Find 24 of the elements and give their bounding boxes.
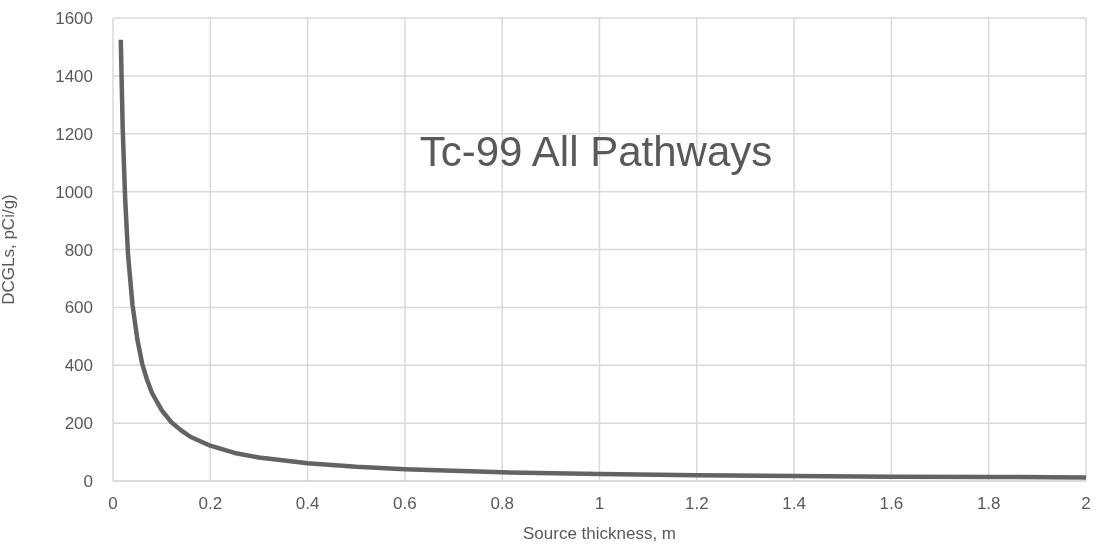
text: Tc-99 All Pathways <box>419 128 773 175</box>
x-tick-label: 0.4 <box>295 494 320 514</box>
y-tick-label: 600 <box>64 298 93 318</box>
y-axis-title: DCGLs, pCi/g) <box>0 194 19 305</box>
x-tick-label: 0.6 <box>393 494 417 514</box>
x-tick-label: 1.2 <box>684 494 709 514</box>
y-tick-label: 400 <box>64 356 93 376</box>
x-tick-label: 0.2 <box>198 494 223 514</box>
x-tick-label: 1.6 <box>879 494 904 514</box>
x-tick-label: 1.4 <box>782 494 806 514</box>
y-tick-label: 200 <box>64 414 93 434</box>
x-tick-label: 2 <box>1081 494 1091 514</box>
x-axis-title: Source thickness, m <box>522 524 677 543</box>
y-tick-label: 1600 <box>55 9 93 29</box>
y-tick-label: 1000 <box>55 182 93 202</box>
line-series <box>118 37 1086 480</box>
x-tick-label: 1 <box>594 494 605 514</box>
x-tick-label: 1.8 <box>976 494 1001 514</box>
y-tick-label: 1400 <box>55 66 93 86</box>
y-tick-label: 1200 <box>55 124 93 144</box>
y-tick-label: 0 <box>83 472 93 492</box>
x-tick-label: 0 <box>108 494 118 514</box>
x-tick-label: 0.8 <box>490 494 515 514</box>
y-tick-label: 800 <box>64 240 93 260</box>
